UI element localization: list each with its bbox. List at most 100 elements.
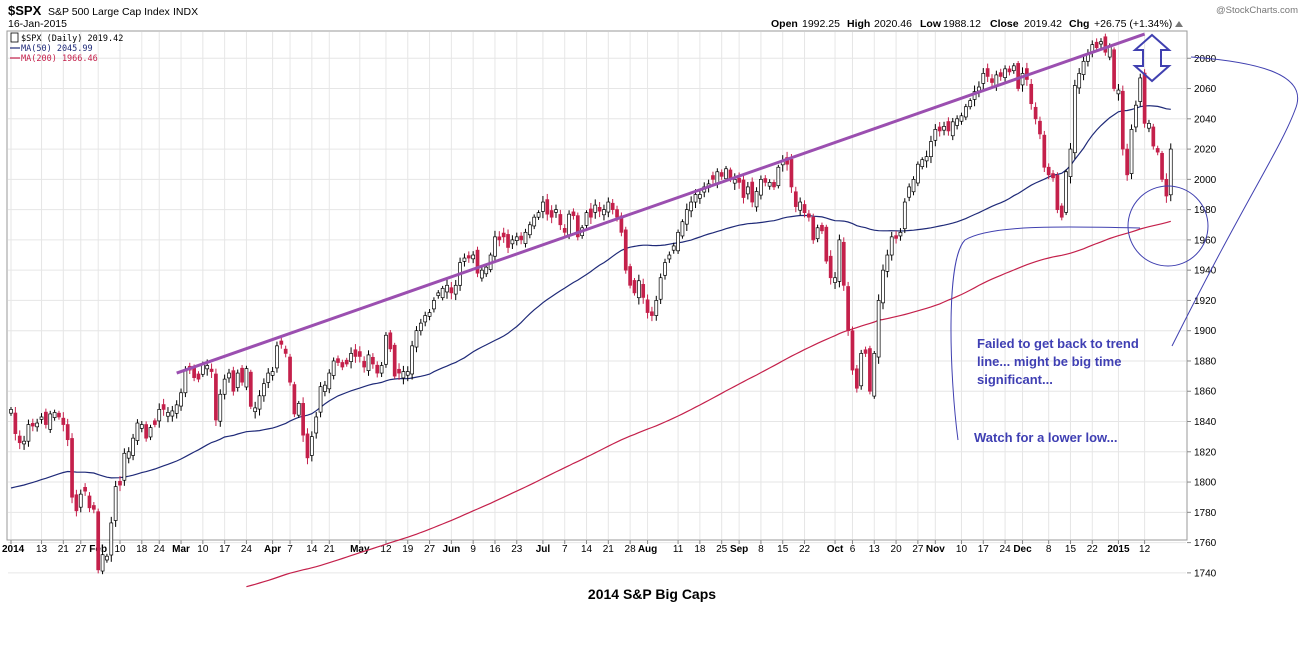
high-label: High: [847, 18, 870, 30]
candle-body-up: [872, 353, 877, 397]
candle: [759, 175, 763, 200]
x-tick-label: 8: [758, 544, 764, 555]
candle-body-up: [327, 372, 332, 390]
candle: [698, 189, 702, 204]
candle: [453, 279, 458, 301]
candle-body-down: [946, 121, 951, 132]
candle-body-up: [532, 216, 537, 227]
candle-body-down: [397, 368, 401, 374]
candle: [946, 117, 951, 136]
candle-body-up: [423, 315, 428, 323]
candle-body-up: [493, 236, 497, 257]
candle-body-down: [519, 235, 523, 241]
candle-body-up: [166, 412, 170, 417]
candle-body-down: [362, 360, 367, 368]
candle-body-up: [658, 277, 663, 300]
candle-body-up: [698, 194, 702, 199]
y-tick-label: 1880: [1194, 356, 1217, 367]
candle: [126, 447, 131, 464]
x-tick-label: Aug: [638, 544, 657, 555]
candle-body-up: [933, 129, 938, 141]
candle: [1142, 69, 1147, 128]
candle: [1072, 79, 1077, 160]
candle: [209, 363, 214, 378]
candle: [1164, 173, 1169, 203]
candle-body-up: [113, 486, 118, 521]
candle-body-down: [231, 370, 236, 392]
candle: [837, 234, 842, 288]
candle-body-up: [554, 209, 558, 213]
candle-body-up: [262, 383, 266, 397]
y-tick-label: 2060: [1194, 84, 1217, 95]
candle: [802, 200, 807, 218]
candle: [1059, 203, 1064, 221]
candle: [554, 204, 558, 218]
candle-body-down: [392, 344, 397, 377]
candle: [357, 346, 362, 363]
candle-body-up: [916, 163, 920, 184]
candle: [641, 278, 646, 304]
candle: [824, 224, 829, 264]
candle: [545, 193, 550, 221]
candle-body-up: [1081, 60, 1086, 75]
candle: [1112, 47, 1116, 92]
candle: [558, 209, 563, 230]
candle-body-down: [344, 359, 349, 365]
x-tick-label: 18: [136, 544, 148, 555]
candle: [157, 403, 162, 428]
candle-body-up: [349, 353, 353, 362]
candle: [937, 122, 942, 137]
x-tick-label: 24: [241, 544, 253, 555]
candle: [1160, 150, 1164, 183]
candle: [950, 117, 955, 141]
candle-body-down: [998, 72, 1003, 77]
candle-body-up: [222, 378, 227, 395]
candle-body-up: [602, 209, 606, 216]
candle-body-down: [802, 204, 807, 213]
x-tick-label: 20: [891, 544, 903, 555]
candle: [248, 369, 253, 410]
x-tick-label: 16: [489, 544, 501, 555]
candle-body-up: [920, 159, 925, 167]
candle: [745, 181, 750, 200]
candle-body-down: [118, 480, 122, 486]
candle-body-down: [214, 373, 218, 421]
candle: [519, 232, 523, 245]
candle-body-down: [96, 511, 101, 571]
candle-body-down: [292, 384, 297, 415]
candle-body-up: [440, 287, 445, 299]
candle: [475, 246, 480, 278]
candle-body-up: [314, 416, 319, 434]
candle-body-up: [309, 436, 314, 456]
candle: [1033, 102, 1038, 125]
candle: [754, 187, 759, 212]
candle: [39, 413, 44, 424]
candle-body-up: [1138, 77, 1143, 102]
candle: [863, 346, 868, 357]
candle: [466, 251, 471, 263]
candle: [968, 98, 973, 110]
x-tick-label: 17: [219, 544, 231, 555]
candle-body-up: [480, 269, 484, 279]
candle-body-up: [885, 254, 890, 272]
x-tick-label: 10: [197, 544, 209, 555]
candle: [48, 410, 53, 433]
x-tick-label: Jul: [536, 544, 551, 555]
candle: [9, 406, 13, 416]
candle: [57, 410, 61, 420]
candle-body-down: [1094, 41, 1099, 49]
y-tick-label: 1780: [1194, 508, 1217, 519]
candle: [658, 273, 663, 304]
candle-body-up: [689, 201, 694, 212]
candle: [850, 326, 855, 375]
candle-body-up: [593, 204, 598, 213]
candle: [388, 330, 393, 352]
candle: [144, 421, 149, 442]
candle: [384, 332, 388, 368]
candle: [405, 366, 410, 382]
candle-body-up: [131, 437, 135, 456]
x-tick-label: 15: [777, 544, 789, 555]
candle: [231, 366, 236, 396]
candle-body-up: [179, 392, 183, 407]
candle-body-up: [22, 440, 26, 445]
